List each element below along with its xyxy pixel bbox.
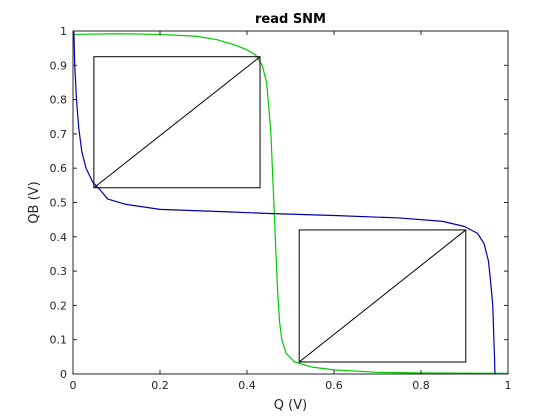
y-tick-label: 0.8: [50, 94, 68, 107]
series-line-2: [73, 31, 496, 374]
y-tick-label: 0.6: [50, 162, 68, 175]
snm-square-2: [298, 229, 467, 363]
snm-diagonal-1: [93, 56, 261, 189]
y-tick-label: 0.1: [50, 334, 68, 347]
chart-title: read SNM: [255, 12, 326, 27]
plot-content: [73, 31, 508, 374]
series-line-1: [73, 33, 508, 374]
snm-diagonal-2: [298, 229, 467, 363]
x-tick-label: 0.2: [151, 379, 169, 392]
x-tick-label: 0.6: [325, 379, 343, 392]
y-tick-label: 0.9: [50, 59, 68, 72]
y-tick-label: 0.2: [50, 299, 68, 312]
snm-square-1: [93, 56, 261, 189]
plot-area: [72, 30, 509, 375]
x-tick-label: 0: [70, 379, 77, 392]
y-tick-label: 0.4: [50, 231, 68, 244]
y-tick-label: 0.5: [50, 197, 68, 210]
x-tick-label: 1: [505, 379, 512, 392]
y-tick-label: 0.3: [50, 265, 68, 278]
axis-ticks: 0 0.2 0.4 0.6 0.8 1 0 0.1 0.2 0.3 0.4 0.5 0.6 0.7 0.8 0…: [50, 25, 512, 392]
y-tick-label: 0.7: [50, 128, 68, 141]
y-axis-label: QB (V): [27, 181, 42, 223]
y-tick-label: 0: [60, 368, 67, 381]
x-axis-label: Q (V): [274, 398, 307, 413]
x-tick-label: 0.4: [238, 379, 256, 392]
plot-background: [73, 31, 508, 374]
y-tick-label: 1: [60, 25, 67, 38]
x-tick-label: 0.8: [412, 379, 430, 392]
